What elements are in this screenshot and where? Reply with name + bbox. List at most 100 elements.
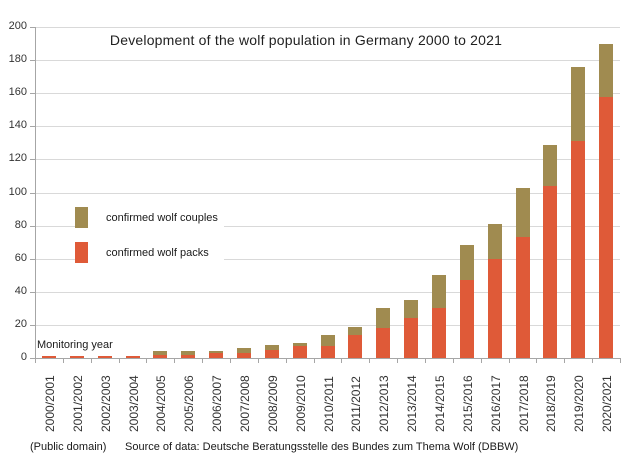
x-tick-label: 2016/2017 bbox=[488, 375, 503, 432]
legend-swatch bbox=[75, 242, 88, 263]
x-axis-tick bbox=[313, 359, 315, 363]
gridline bbox=[35, 192, 620, 194]
gridline bbox=[35, 60, 620, 62]
bar-couples bbox=[515, 187, 530, 238]
bar-packs bbox=[459, 280, 474, 358]
bar-couples bbox=[404, 300, 419, 319]
x-tick-label: 2002/2003 bbox=[98, 375, 113, 432]
y-tick-label: 140 bbox=[8, 119, 27, 132]
bar-packs bbox=[376, 328, 391, 358]
x-axis-tick bbox=[397, 359, 399, 363]
bar-couples bbox=[543, 144, 558, 186]
x-axis-tick bbox=[174, 359, 176, 363]
x-tick-label: 2003/2004 bbox=[126, 375, 141, 432]
y-tick-label: 120 bbox=[8, 152, 27, 165]
bar-packs bbox=[404, 318, 419, 358]
x-axis-tick bbox=[35, 359, 36, 363]
legend-swatch bbox=[75, 207, 88, 228]
bar-couples bbox=[320, 334, 335, 347]
bar-couples bbox=[181, 351, 196, 355]
x-tick-label: 2007/2008 bbox=[237, 375, 252, 432]
gridline bbox=[35, 258, 620, 260]
gridline bbox=[35, 159, 620, 161]
gridline bbox=[35, 93, 620, 95]
bar-couples bbox=[599, 43, 614, 97]
x-axis-tick bbox=[425, 359, 426, 363]
y-tick-label: 60 bbox=[14, 251, 27, 264]
x-axis-tick bbox=[564, 359, 566, 363]
y-tick-label: 180 bbox=[8, 53, 27, 66]
y-axis-tick bbox=[30, 192, 35, 194]
bar-couples bbox=[236, 348, 251, 354]
bar-packs bbox=[487, 258, 502, 358]
bar-couples bbox=[153, 351, 168, 355]
bar-couples bbox=[459, 245, 474, 281]
legend-item: confirmed wolf packs bbox=[75, 242, 218, 263]
x-tick-label: 2020/2021 bbox=[600, 375, 615, 432]
x-tick-label: 2012/2013 bbox=[377, 375, 392, 432]
y-tick-label: 0 bbox=[20, 351, 27, 363]
x-tick-label: 2005/2006 bbox=[182, 375, 197, 432]
bar-packs bbox=[209, 353, 224, 358]
data-source-note: Source of data: Deutsche Beratungsstelle… bbox=[125, 441, 519, 453]
license-note: (Public domain) bbox=[30, 441, 107, 453]
bar-packs bbox=[69, 356, 84, 358]
bar-couples bbox=[571, 66, 586, 142]
bar-couples bbox=[264, 344, 279, 350]
x-tick-label: 2009/2010 bbox=[293, 375, 308, 432]
y-axis-tick bbox=[30, 93, 35, 95]
x-axis-tick bbox=[257, 359, 259, 363]
x-axis-tick bbox=[62, 359, 64, 363]
y-tick-label: 40 bbox=[14, 284, 27, 297]
y-axis-tick bbox=[30, 225, 35, 227]
x-axis-tick bbox=[480, 359, 482, 363]
bar-packs bbox=[97, 356, 112, 358]
x-tick-label: 2008/2009 bbox=[265, 375, 280, 432]
x-axis-tick bbox=[146, 359, 148, 363]
x-tick-label: 2015/2016 bbox=[460, 375, 475, 432]
gridline bbox=[35, 126, 620, 128]
gridline bbox=[35, 324, 620, 326]
y-axis-line bbox=[35, 27, 36, 358]
x-axis-tick bbox=[620, 359, 621, 363]
legend-label: confirmed wolf couples bbox=[106, 211, 218, 224]
y-axis-tick bbox=[30, 324, 35, 326]
x-tick-label: 2004/2005 bbox=[154, 375, 169, 432]
bar-couples bbox=[431, 275, 446, 309]
bar-couples bbox=[376, 308, 391, 329]
legend-label: confirmed wolf packs bbox=[106, 246, 209, 259]
x-axis-tick bbox=[341, 359, 343, 363]
bar-packs bbox=[571, 141, 586, 358]
x-axis-title: Monitoring year bbox=[37, 339, 113, 351]
y-tick-label: 100 bbox=[8, 185, 27, 198]
legend-item: confirmed wolf couples bbox=[75, 207, 218, 228]
gridline bbox=[35, 225, 620, 227]
bar-couples bbox=[348, 326, 363, 335]
x-tick-label: 2019/2020 bbox=[572, 375, 587, 432]
y-axis-tick bbox=[30, 258, 35, 260]
bar-packs bbox=[264, 349, 279, 358]
bar-packs bbox=[41, 356, 56, 358]
y-tick-label: 160 bbox=[8, 86, 27, 99]
bar-packs bbox=[292, 346, 307, 358]
bar-packs bbox=[153, 354, 168, 358]
y-axis-tick bbox=[30, 60, 35, 62]
chart-title: Development of the wolf population in Ge… bbox=[109, 32, 503, 48]
gridline bbox=[35, 27, 620, 28]
bar-packs bbox=[181, 354, 196, 358]
bar-packs bbox=[320, 346, 335, 358]
y-tick-label: 200 bbox=[8, 20, 27, 32]
x-tick-label: 2014/2015 bbox=[432, 375, 447, 432]
y-axis-tick bbox=[30, 358, 35, 359]
y-axis-tick bbox=[30, 27, 35, 28]
bar-packs bbox=[431, 308, 446, 358]
bar-couples bbox=[487, 223, 502, 259]
gridline bbox=[35, 291, 620, 293]
x-axis-line bbox=[35, 358, 621, 359]
x-tick-label: 2013/2014 bbox=[405, 375, 420, 432]
bar-packs bbox=[599, 96, 614, 358]
bar-couples bbox=[209, 351, 224, 354]
x-axis-tick bbox=[202, 359, 204, 363]
bar-packs bbox=[236, 353, 251, 358]
